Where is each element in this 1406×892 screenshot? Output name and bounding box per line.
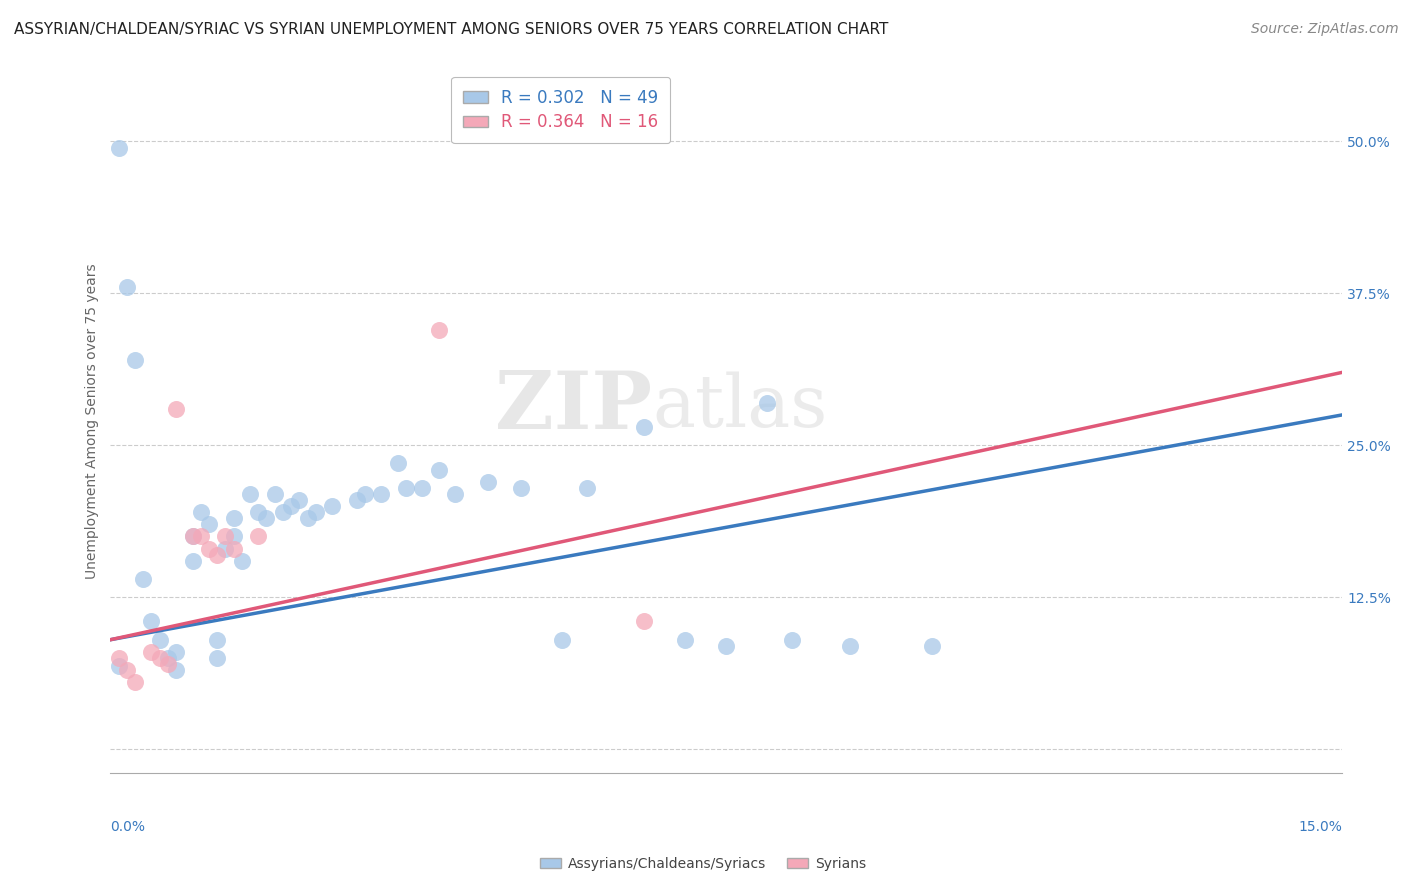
Text: ZIP: ZIP (495, 368, 652, 446)
Point (156, 657, 179, 671)
Point (214, 529, 236, 543)
Point (124, 353, 146, 368)
Point (156, 651, 179, 665)
Point (271, 505, 294, 519)
Point (198, 541, 221, 556)
Point (510, 481, 533, 495)
Point (198, 517, 221, 532)
Legend: R = 0.302   N = 49, R = 0.364   N = 16: R = 0.302 N = 49, R = 0.364 N = 16 (451, 77, 671, 143)
Point (305, 505, 328, 519)
Point (551, 632, 574, 647)
Text: Source: ZipAtlas.com: Source: ZipAtlas.com (1251, 22, 1399, 37)
Point (124, 675, 146, 690)
Point (115, 280, 138, 294)
Point (205, 651, 228, 665)
Point (205, 548, 228, 562)
Point (247, 505, 270, 519)
Point (370, 487, 392, 501)
Point (263, 487, 285, 501)
Text: 0.0%: 0.0% (111, 820, 145, 834)
Point (222, 541, 245, 556)
Point (107, 651, 129, 665)
Y-axis label: Unemployment Among Seniors over 75 years: Unemployment Among Seniors over 75 years (86, 263, 100, 579)
Point (387, 457, 409, 471)
Text: ASSYRIAN/CHALDEAN/SYRIAC VS SYRIAN UNEMPLOYMENT AMONG SENIORS OVER 75 YEARS CORR: ASSYRIAN/CHALDEAN/SYRIAC VS SYRIAN UNEMP… (14, 22, 889, 37)
Point (354, 487, 377, 501)
Point (231, 554, 253, 568)
Point (181, 529, 204, 543)
Point (247, 529, 270, 543)
Point (165, 401, 187, 416)
Point (181, 554, 204, 568)
Point (222, 511, 245, 525)
Point (214, 541, 236, 556)
Point (107, 659, 129, 673)
Point (280, 499, 302, 513)
Text: 15.0%: 15.0% (1298, 820, 1343, 834)
Point (165, 663, 187, 677)
Point (297, 511, 319, 525)
Point (346, 492, 368, 507)
Point (141, 615, 163, 629)
Text: atlas: atlas (652, 372, 828, 442)
Point (633, 615, 655, 629)
Point (575, 481, 598, 495)
Point (756, 395, 779, 409)
Point (107, 140, 129, 154)
Point (288, 492, 311, 507)
Point (190, 505, 212, 519)
Point (222, 529, 245, 543)
Point (427, 462, 450, 476)
Point (395, 481, 418, 495)
Point (115, 663, 138, 677)
Legend: Assyrians/Chaldeans/Syriacs, Syrians: Assyrians/Chaldeans/Syriacs, Syrians (534, 851, 872, 876)
Point (165, 645, 187, 659)
Point (477, 475, 499, 489)
Point (633, 420, 655, 434)
Point (673, 632, 696, 647)
Point (132, 572, 155, 586)
Point (205, 632, 228, 647)
Point (427, 323, 450, 337)
Point (181, 529, 204, 543)
Point (921, 639, 943, 653)
Point (190, 529, 212, 543)
Point (780, 632, 803, 647)
Point (716, 639, 738, 653)
Point (149, 651, 172, 665)
Point (321, 499, 343, 513)
Point (239, 487, 262, 501)
Point (411, 481, 433, 495)
Point (149, 632, 172, 647)
Point (256, 511, 278, 525)
Point (838, 639, 860, 653)
Point (444, 487, 467, 501)
Point (141, 645, 163, 659)
